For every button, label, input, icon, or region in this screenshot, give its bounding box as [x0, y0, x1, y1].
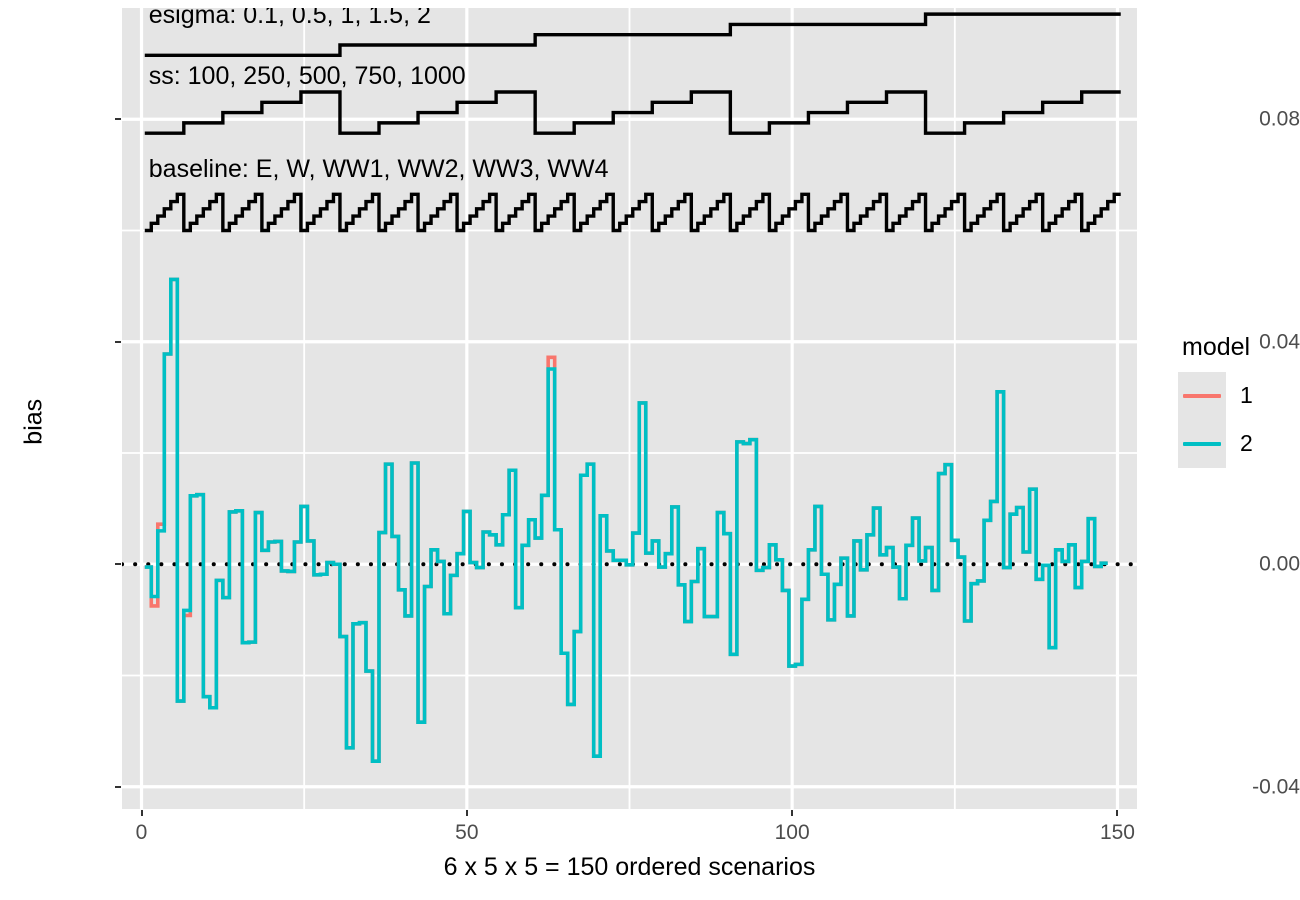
y-tick-label: 0.00 [1259, 552, 1300, 576]
x-tick-mark [791, 810, 794, 816]
y-tick-label: -0.04 [1252, 775, 1300, 799]
legend-title: model [1182, 333, 1251, 361]
legend-entry-1[interactable]: 1 [1178, 371, 1298, 420]
annotation-esigma-label: esigma: 0.1, 0.5, 1, 1.5, 2 [148, 8, 431, 30]
annotation-stepline-esigma [144, 12, 1121, 57]
y-tick-mark [115, 785, 121, 788]
x-tick-label: 50 [455, 821, 479, 844]
x-tick-mark [140, 810, 143, 816]
x-tick-label: 150 [1099, 821, 1135, 844]
y-tick-mark [115, 563, 121, 566]
y-tick-mark [115, 118, 121, 121]
legend-entry-2[interactable]: 2 [1178, 419, 1298, 468]
y-tick-mark [115, 340, 121, 343]
x-tick-mark [1116, 810, 1119, 816]
series-line-2 [144, 277, 1108, 763]
annotation-stepline-baseline [144, 192, 1121, 233]
series-line-1 [144, 277, 1108, 763]
legend-key-swatch [1178, 371, 1226, 420]
x-axis-title: 6 x 5 x 5 = 150 ordered scenarios [443, 853, 816, 881]
legend-entry-label: 1 [1240, 382, 1253, 408]
x-tick-label: 0 [135, 821, 148, 844]
legend-entry-label: 2 [1240, 430, 1253, 456]
y-tick-label: 0.04 [1259, 330, 1300, 354]
plot-panel: esigma: 0.1, 0.5, 1, 1.5, 2 ss: 100, 250… [122, 8, 1137, 809]
annotation-baseline-label: baseline: E, W, WW1, WW2, WW3, WW4 [148, 155, 609, 184]
annotation-ss-label: ss: 100, 250, 500, 750, 1000 [148, 62, 466, 91]
y-axis-title: bias [19, 398, 48, 445]
plot-area [122, 8, 1137, 809]
annotation-stepline-ss [144, 90, 1121, 135]
y-tick-label: 0.08 [1259, 107, 1300, 131]
x-tick-label: 100 [774, 821, 810, 844]
x-tick-mark [465, 810, 468, 816]
legend-key-swatch [1178, 419, 1226, 468]
